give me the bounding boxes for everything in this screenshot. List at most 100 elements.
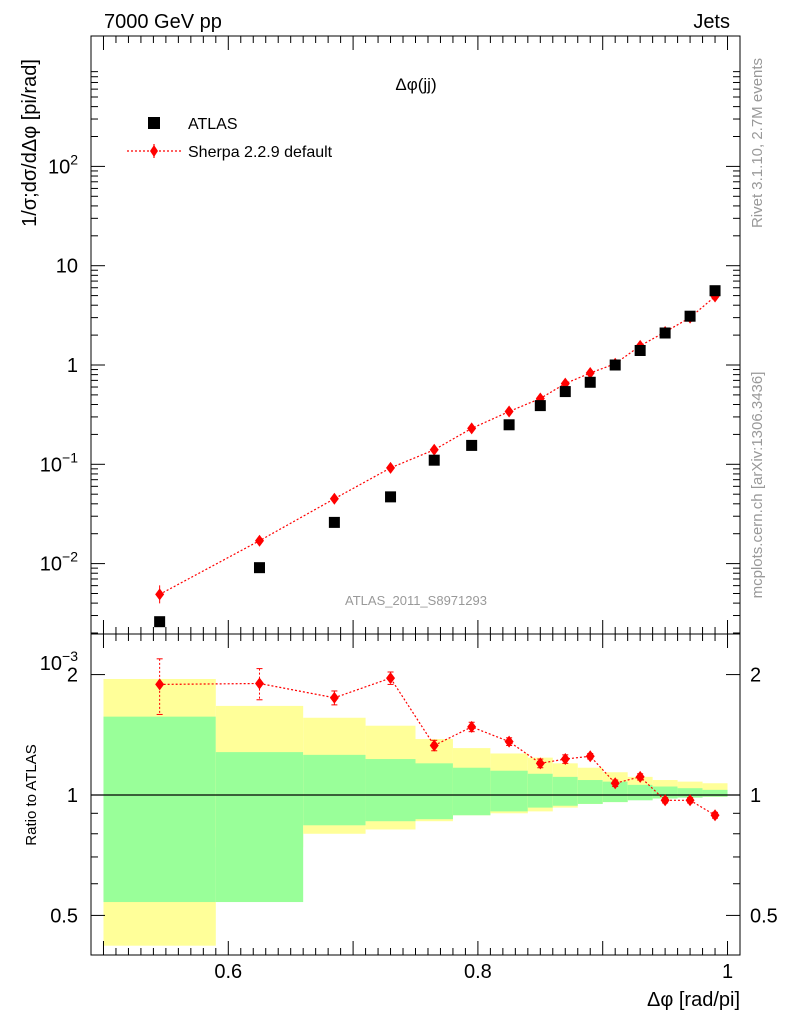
sherpa-point-upper: [429, 443, 439, 456]
ratio-band-inner: [415, 763, 453, 820]
atlas-point: [385, 491, 397, 503]
sherpa-point-ratio: [504, 735, 514, 748]
upper-y-axis-label: 1/σ;dσ/dΔφ [pi/rad]: [19, 59, 41, 227]
atlas-point: [684, 310, 696, 322]
sherpa-point-upper: [386, 461, 396, 474]
x-tick-label: 1: [722, 961, 733, 983]
atlas-point: [253, 562, 265, 574]
sherpa-point-ratio: [560, 753, 570, 766]
y-tick-label-base: 10: [40, 653, 62, 675]
y-tick-label-exponent: −3: [62, 648, 78, 664]
ratio-band-inner: [602, 781, 628, 803]
sherpa-series-ratio: [155, 658, 720, 822]
ratio-band-inner: [577, 780, 603, 804]
sherpa-point-ratio: [710, 809, 720, 822]
y-tick-label-upper: 10−1: [40, 449, 78, 476]
ratio-band-inner: [452, 767, 491, 816]
sherpa-point-ratio: [660, 794, 670, 807]
header-left: 7000 GeV pp: [104, 11, 222, 33]
atlas-point: [634, 344, 646, 356]
y-tick-label-upper: 1: [67, 355, 78, 377]
atlas-point: [328, 516, 340, 528]
ratio-band-inner: [365, 759, 416, 822]
legend: ATLAS Sherpa 2.2.9 default: [127, 116, 333, 161]
upper-title: Δφ(jj): [395, 75, 436, 94]
sherpa-series-upper: [155, 290, 720, 604]
ratio-band-inner: [677, 788, 703, 798]
sherpa-point-upper: [585, 367, 595, 380]
ratio-band-inner: [103, 716, 216, 903]
ratio-band-inner: [627, 784, 653, 801]
ratio-uncertainty-bands: [103, 678, 728, 946]
atlas-point: [659, 327, 671, 339]
ratio-band-inner: [490, 770, 528, 812]
sherpa-point-ratio: [685, 794, 695, 807]
legend-sherpa-marker: [150, 145, 158, 157]
sherpa-point-upper: [254, 534, 264, 547]
y-tick-label-lower-right: 2: [750, 665, 761, 687]
sherpa-point-ratio: [585, 750, 595, 763]
y-tick-label-upper: 10−3: [40, 648, 78, 675]
sherpa-point-ratio: [329, 691, 339, 704]
y-tick-label-exponent: −1: [62, 449, 78, 465]
y-tick-label-exponent: 2: [70, 151, 78, 167]
y-tick-label-lower-left: 0.5: [50, 905, 78, 927]
sherpa-point-ratio: [254, 677, 264, 690]
sherpa-point-ratio: [635, 770, 645, 783]
legend-sherpa-label: Sherpa 2.2.9 default: [188, 144, 333, 161]
ratio-band-inner: [652, 786, 678, 799]
ratio-band-inner: [552, 776, 578, 806]
sherpa-point-upper: [467, 422, 477, 435]
sherpa-point-ratio: [386, 672, 396, 685]
atlas-point: [609, 359, 621, 371]
atlas-series-upper: [154, 285, 721, 628]
y-tick-label-lower-right: 0.5: [750, 905, 778, 927]
lower-axis-ticks: 0.6 0.8 1 0.5 0.5 1 1 2 2: [50, 634, 778, 983]
sherpa-point-ratio: [429, 739, 439, 752]
y-tick-label-base: 10: [56, 256, 78, 278]
ratio-band-inner: [215, 752, 304, 903]
legend-atlas-label: ATLAS: [188, 116, 238, 133]
atlas-point: [503, 419, 515, 431]
sherpa-point-ratio: [535, 757, 545, 770]
ratio-band-inner: [527, 773, 553, 808]
rivet-label: Rivet 3.1.10, 2.7M events: [749, 58, 766, 228]
atlas-point: [154, 616, 166, 628]
lower-frame: [90, 633, 741, 956]
sherpa-point-ratio: [610, 777, 620, 790]
y-tick-label-base: 1: [67, 355, 78, 377]
mcplots-label: mcplots.cern.ch [arXiv:1306.3436]: [749, 372, 766, 599]
y-tick-label-upper: 10: [56, 256, 78, 278]
watermark-label: ATLAS_2011_S8971293: [345, 593, 487, 608]
atlas-point: [428, 454, 440, 466]
sherpa-point-upper: [504, 405, 514, 418]
x-tick-label: 0.8: [464, 961, 492, 983]
lower-y-axis-label: Ratio to ATLAS: [23, 744, 40, 845]
y-tick-label-lower-right: 1: [750, 785, 761, 807]
sherpa-line-upper: [159, 296, 716, 595]
sherpa-point-upper: [329, 492, 339, 505]
sherpa-point-ratio: [467, 720, 477, 733]
sherpa-point-upper: [155, 588, 165, 601]
y-tick-label-lower-left: 1: [67, 785, 78, 807]
y-tick-label-upper: 102: [48, 151, 78, 178]
x-tick-label: 0.6: [214, 961, 242, 983]
y-tick-label-upper: 10−2: [40, 549, 78, 576]
y-tick-label-exponent: −2: [62, 549, 78, 565]
y-tick-label-base: 10: [48, 156, 70, 178]
sherpa-point-ratio: [155, 678, 165, 691]
legend-atlas-marker: [148, 117, 160, 129]
y-tick-label-base: 10: [40, 554, 62, 576]
ratio-band-inner: [702, 789, 728, 797]
atlas-point: [466, 439, 478, 451]
ratio-band-inner: [303, 754, 366, 826]
atlas-point: [584, 376, 596, 388]
header-right: Jets: [693, 11, 730, 33]
atlas-point: [709, 285, 721, 297]
y-tick-label-lower-left: 2: [67, 665, 78, 687]
atlas-point: [534, 400, 546, 412]
y-tick-label-base: 10: [40, 454, 62, 476]
atlas-point: [559, 386, 571, 398]
